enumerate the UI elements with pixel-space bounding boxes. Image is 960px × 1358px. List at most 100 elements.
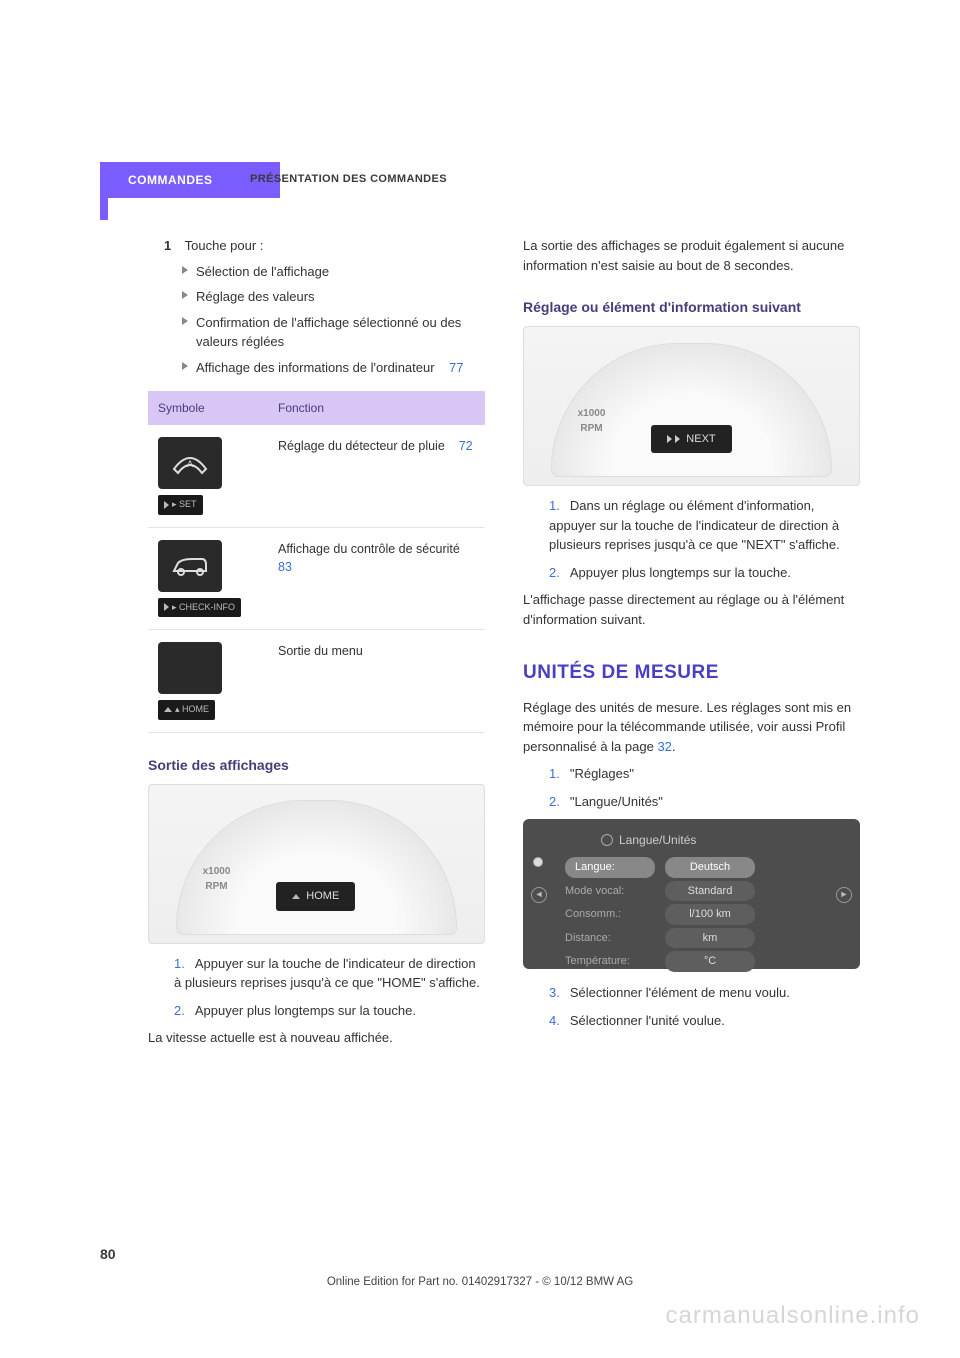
sublist-item: Sélection de l'affichage: [182, 262, 485, 282]
step: 3.Sélectionner l'élément de menu voulu.: [527, 983, 860, 1003]
globe-icon: [601, 834, 613, 846]
cell-text: Sortie du menu: [278, 644, 363, 658]
menu-value: Deutsch: [665, 857, 755, 878]
after-text: La vitesse actuelle est à nouveau affich…: [148, 1028, 485, 1048]
play-icon: [164, 603, 169, 611]
menu-row: Température:°C: [541, 951, 842, 972]
rpm-top: x1000: [203, 866, 231, 877]
item-number: 1: [164, 238, 171, 253]
intro-text: La sortie des affichages se produit égal…: [523, 236, 860, 275]
cell-text: Affichage du contrôle de sécurité: [278, 542, 460, 556]
table-row: ▸ CHECK-INFO Affichage du contrôle de sé…: [148, 527, 485, 630]
page-ref-link[interactable]: 32: [657, 739, 671, 754]
rpm-label: x1000 RPM: [578, 406, 606, 436]
pill-text: HOME: [306, 888, 339, 905]
step-number: 2.: [549, 794, 560, 809]
step-text: "Réglages": [570, 766, 634, 781]
rpm-top: x1000: [578, 408, 606, 419]
play-icon: [675, 435, 680, 443]
triangle-bullet-icon: [182, 317, 188, 325]
page-ref-link[interactable]: 77: [449, 360, 463, 375]
selected-dot-icon: [533, 857, 543, 867]
unites-intro: Réglage des unités de mesure. Les réglag…: [523, 698, 860, 757]
up-icon: [164, 707, 172, 712]
watermark: carmanualsonline.info: [666, 1302, 920, 1330]
menu-row: Mode vocal: Standard: [541, 881, 842, 902]
heading-reglage: Réglage ou élément d'information suivant: [523, 297, 860, 318]
menu-value: l/100 km: [665, 904, 755, 925]
menu-title: Langue/Unités: [541, 831, 842, 849]
step: 2. "Langue/Unités": [527, 792, 860, 812]
sublist-item: Affichage des informations de l'ordinate…: [182, 358, 485, 378]
badge-text: ▸ CHECK-INFO: [172, 601, 235, 615]
svg-text:A: A: [187, 459, 193, 469]
menu-value: Standard: [665, 881, 755, 902]
menu-label: Mode vocal:: [565, 883, 655, 900]
step-text: Appuyer plus longtemps sur la touche.: [195, 1003, 416, 1018]
page-number: 80: [100, 1246, 116, 1262]
steps-unites-a: 1. "Réglages" 2. "Langue/Unités": [523, 764, 860, 811]
step-number: 1.: [549, 498, 560, 513]
th-fonction: Fonction: [268, 391, 485, 425]
sublist-text: Réglage des valeurs: [196, 289, 315, 304]
step-text: Appuyer plus longtemps sur la touche.: [570, 565, 791, 580]
play-icon: [667, 435, 672, 443]
table-row: A ▸ SET Réglage du détecteur de pluie 72: [148, 425, 485, 527]
step: 1.Appuyer sur la touche de l'indicateur …: [152, 954, 485, 993]
up-icon: [292, 894, 300, 899]
figure-home: x1000 RPM HOME: [148, 784, 485, 944]
badge-text: ▸ SET: [172, 498, 197, 512]
tab-side-accent: [100, 196, 108, 220]
footer-line: Online Edition for Part no. 01402917327 …: [0, 1276, 960, 1288]
menu-label: Distance:: [565, 930, 655, 947]
th-symbole: Symbole: [148, 391, 268, 425]
table-row: ▴ HOME Sortie du menu: [148, 630, 485, 733]
page-ref-link[interactable]: 83: [278, 560, 292, 574]
left-arrow-icon: ◄: [531, 887, 547, 903]
menu-value: km: [665, 928, 755, 949]
menu-row: Consomm.: l/100 km: [541, 904, 842, 925]
item-text: Touche pour :: [185, 238, 264, 253]
content-columns: 1 Touche pour : Sélection de l'affichage…: [148, 236, 860, 1268]
header-tabs: COMMANDES: [100, 162, 860, 198]
badge-text: ▴ HOME: [175, 703, 209, 717]
left-column: 1 Touche pour : Sélection de l'affichage…: [148, 236, 485, 1268]
menu-title-text: Langue/Unités: [619, 831, 696, 849]
home-badge: ▴ HOME: [158, 700, 215, 720]
step-number: 3.: [549, 985, 560, 1000]
after-text: L'affichage passe directement au réglage…: [523, 590, 860, 629]
step-number: 4.: [549, 1013, 560, 1028]
checkinfo-badge: ▸ CHECK-INFO: [158, 598, 241, 618]
step-number: 2.: [174, 1003, 185, 1018]
cell-text: Réglage du détecteur de pluie: [278, 439, 445, 453]
step: 2.Appuyer plus longtemps sur la touche.: [527, 563, 860, 583]
display-pill-next: NEXT: [651, 425, 731, 454]
right-arrow-icon: ►: [836, 887, 852, 903]
display-pill-home: HOME: [276, 882, 355, 911]
list-item-1: 1 Touche pour : Sélection de l'affichage…: [164, 236, 485, 377]
heading-unites: UNITÉS DE MESURE: [523, 659, 860, 688]
menu-label: Température:: [565, 953, 655, 970]
step-number: 1.: [549, 766, 560, 781]
intro-part-b: .: [672, 739, 676, 754]
triangle-bullet-icon: [182, 266, 188, 274]
play-icon: [164, 501, 169, 509]
tab-secondary-label: PRÉSENTATION DES COMMANDES: [250, 173, 447, 185]
windshield-icon: A: [158, 437, 222, 489]
car-icon: [158, 540, 222, 592]
step: 1.Dans un réglage ou élément d'informati…: [527, 496, 860, 555]
step: 4.Sélectionner l'unité voulue.: [527, 1011, 860, 1031]
sublist-text: Affichage des informations de l'ordinate…: [196, 360, 435, 375]
right-column: La sortie des affichages se produit égal…: [523, 236, 860, 1268]
icon-stack: ▸ CHECK-INFO: [158, 540, 258, 618]
menu-label: Consomm.:: [565, 906, 655, 923]
page-ref-link[interactable]: 72: [459, 439, 473, 453]
menu-label: Langue:: [565, 857, 655, 878]
figure-next: x1000 RPM NEXT: [523, 326, 860, 486]
step: 1. "Réglages": [527, 764, 860, 784]
triangle-bullet-icon: [182, 291, 188, 299]
heading-sortie: Sortie des affichages: [148, 755, 485, 776]
icon-stack: A ▸ SET: [158, 437, 258, 515]
step-text: "Langue/Unités": [570, 794, 663, 809]
step: 2. Appuyer plus longtemps sur la touche.: [152, 1001, 485, 1021]
